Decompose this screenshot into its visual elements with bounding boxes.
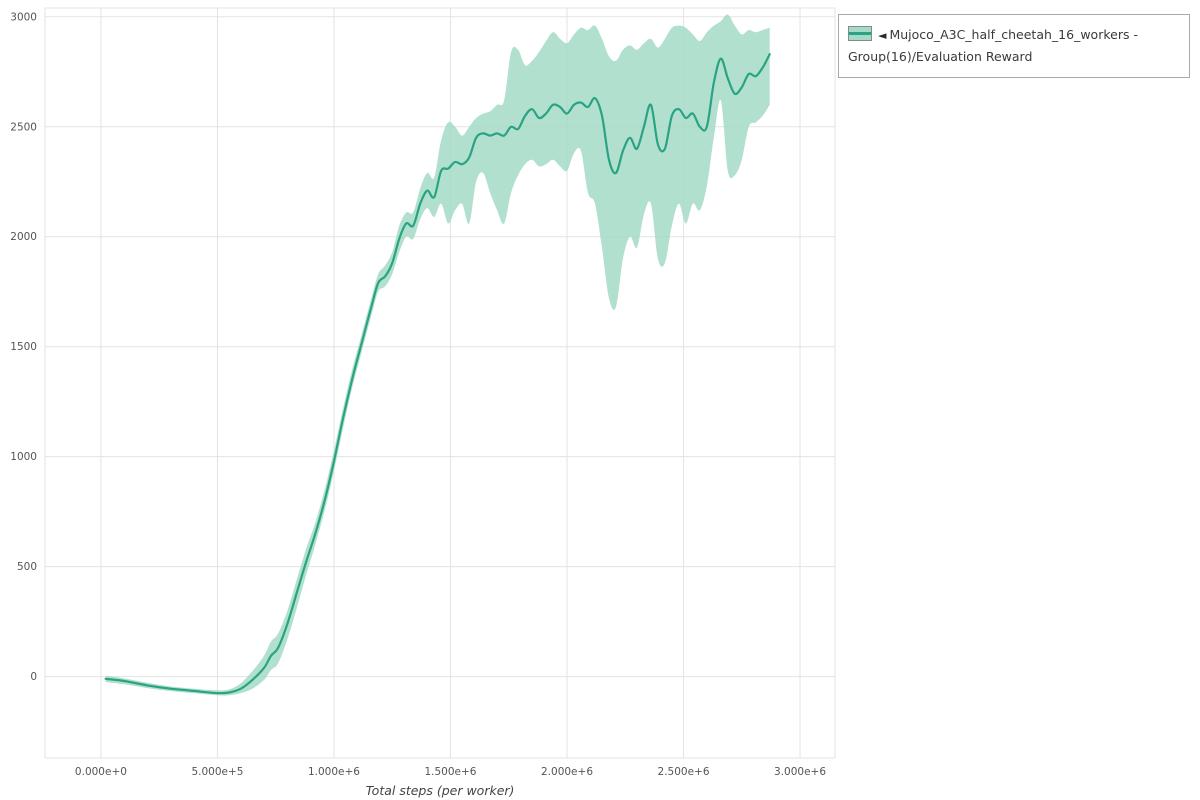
y-tick-label: 2000 <box>10 231 37 243</box>
y-tick-label: 1000 <box>10 451 37 463</box>
legend-swatch-icon <box>848 26 872 41</box>
legend-label: Mujoco_A3C_half_cheetah_16_workers - Gro… <box>848 27 1138 64</box>
x-axis-title: Total steps (per worker) <box>366 783 515 798</box>
x-tick-label: 1.000e+6 <box>308 766 360 778</box>
legend-swatch-line <box>849 32 871 35</box>
x-tick-label: 5.000e+5 <box>191 766 243 778</box>
series-line <box>104 53 771 695</box>
x-tick-label: 1.500e+6 <box>424 766 476 778</box>
y-tick-label: 2500 <box>10 121 37 133</box>
y-tick-label: 1500 <box>10 341 37 353</box>
y-tick-label: 500 <box>17 561 37 573</box>
y-tick-label: 0 <box>30 671 37 683</box>
legend-box: ◄ Mujoco_A3C_half_cheetah_16_workers - Gr… <box>838 14 1190 78</box>
x-tick-label: 2.000e+6 <box>541 766 593 778</box>
x-tick-label: 0.000e+0 <box>75 766 127 778</box>
series-band <box>105 14 770 696</box>
plot-border <box>44 7 836 759</box>
x-tick-label: 2.500e+6 <box>658 766 710 778</box>
x-tick-label: 3.000e+6 <box>774 766 826 778</box>
legend-collapse-icon[interactable]: ◄ <box>878 29 887 42</box>
legend-entry[interactable]: ◄ Mujoco_A3C_half_cheetah_16_workers - Gr… <box>848 24 1179 68</box>
y-tick-label: 3000 <box>10 11 37 23</box>
